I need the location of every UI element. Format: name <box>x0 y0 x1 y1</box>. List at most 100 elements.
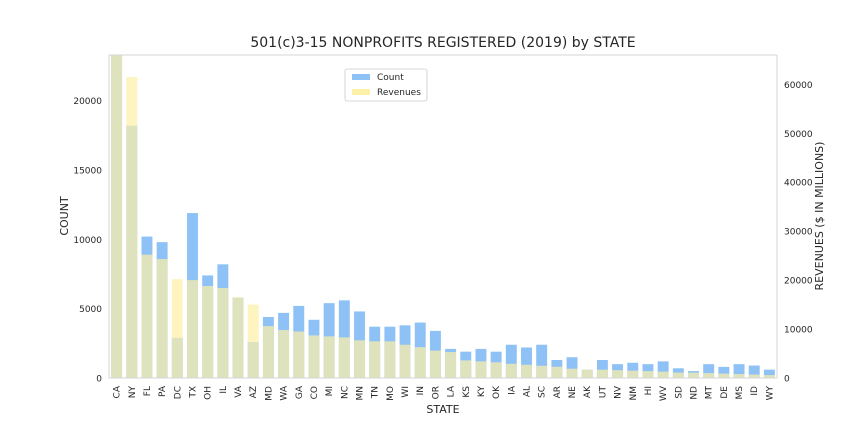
count-bar-de <box>718 366 730 378</box>
revenue-bar-in <box>414 347 426 378</box>
x-tick-label: IA <box>507 385 517 395</box>
y-tick-label-right: 30000 <box>784 228 813 238</box>
revenue-bar-mn <box>354 340 365 378</box>
y-tick-label-left: 5000 <box>79 305 102 315</box>
y-tick-label-right: 50000 <box>784 130 813 140</box>
x-tick-label: CA <box>113 385 123 398</box>
x-tick-label: TX <box>189 386 199 399</box>
x-tick-label: WV <box>659 385 669 401</box>
legend-swatch-revenues <box>352 89 370 95</box>
legend-label-revenues: Revenues <box>377 88 421 98</box>
revenue-bar-oh <box>202 285 214 378</box>
revenue-bar-ut <box>596 369 608 378</box>
x-tick-label: NM <box>629 386 639 401</box>
revenue-bar-md <box>262 326 274 378</box>
x-tick-label: WA <box>280 385 290 400</box>
revenue-bar-sd <box>672 372 684 378</box>
revenue-bar-co <box>308 335 320 378</box>
count-bar-nm <box>627 362 639 378</box>
count-bar-ut <box>596 359 608 378</box>
revenue-bar-nd <box>688 372 699 378</box>
legend-label-count: Count <box>377 73 404 83</box>
count-bar-wy <box>763 369 775 378</box>
x-tick-label: CO <box>310 386 320 399</box>
x-tick-label: MS <box>735 386 745 400</box>
x-tick-label: MN <box>356 386 366 401</box>
count-bar-sc <box>536 344 548 378</box>
x-tick-label: MT <box>705 386 715 400</box>
x-tick-label: IL <box>219 386 229 394</box>
count-bar-ia <box>505 344 517 378</box>
revenue-bar-tx <box>187 280 198 378</box>
x-tick-label: MI <box>325 386 335 396</box>
x-tick-label: ND <box>690 386 700 400</box>
revenue-bar-az <box>247 304 259 378</box>
y-tick-label-right: 0 <box>784 375 790 385</box>
revenue-bar-ks <box>460 360 472 378</box>
revenue-bar-wv <box>657 371 669 378</box>
y-axis-title-left: COUNT <box>58 196 71 236</box>
revenue-bar-hi <box>642 371 654 378</box>
count-bar-mt <box>703 364 715 378</box>
legend-swatch-count <box>352 74 370 80</box>
revenue-bar-al <box>521 364 532 378</box>
x-tick-label: AK <box>583 385 593 398</box>
x-tick-label: AL <box>523 386 533 397</box>
x-tick-label: VA <box>234 385 244 398</box>
x-axis-title: STATE <box>426 403 459 416</box>
revenue-bar-nv <box>612 370 624 378</box>
revenue-bar-dc <box>171 279 183 378</box>
x-tick-label: AR <box>553 386 563 398</box>
count-bar-id <box>748 365 760 378</box>
revenue-bar-wy <box>763 375 775 378</box>
count-bar-al <box>521 347 532 378</box>
revenue-bar-fl <box>141 254 153 378</box>
chart-title: 501(c)3-15 NONPROFITS REGISTERED (2019) … <box>250 35 635 51</box>
x-tick-label: NE <box>568 386 578 399</box>
revenue-bar-ok <box>490 362 502 378</box>
legend: Count Revenues <box>344 68 428 102</box>
bars-layer <box>111 55 775 378</box>
x-tick-label: FL <box>143 386 153 396</box>
x-tick-label: OH <box>204 386 214 400</box>
y-tick-label-left: 20000 <box>73 97 102 107</box>
x-tick-label: OK <box>492 385 502 399</box>
revenue-bar-ms <box>733 374 745 378</box>
count-bar-wv <box>657 361 669 378</box>
y-tick-label-left: 0 <box>96 375 102 385</box>
x-tick-label: SC <box>538 386 548 398</box>
x-tick-label: DE <box>720 386 730 399</box>
revenue-bar-wa <box>278 330 290 378</box>
revenue-bar-nc <box>338 337 350 378</box>
y-tick-label-right: 40000 <box>784 179 813 189</box>
revenue-bar-mo <box>384 341 396 378</box>
x-tick-label: TN <box>371 386 381 399</box>
x-tick-label: WY <box>765 386 775 401</box>
axes-layer: CA NY FL PA DC TX OH IL VA AZ MD WA GA CO MI NC MN TN MO WI… <box>73 54 813 401</box>
x-tick-label: ID <box>750 386 760 396</box>
x-tick-label: NY <box>128 386 138 399</box>
revenue-bar-sc <box>536 365 548 378</box>
revenue-bar-ak <box>581 369 593 378</box>
revenue-bar-tn <box>369 341 381 378</box>
x-tick-label: KY <box>477 386 487 398</box>
x-tick-label: PA <box>158 385 168 397</box>
x-tick-label: SD <box>674 386 684 399</box>
revenue-bar-id <box>748 374 760 378</box>
y-tick-label-left: 15000 <box>73 167 102 177</box>
count-bar-ms <box>733 364 745 378</box>
x-tick-label: UT <box>598 386 608 399</box>
x-tick-label: NV <box>614 385 624 399</box>
y-tick-label-left: 10000 <box>73 236 102 246</box>
revenue-bar-il <box>217 287 229 378</box>
x-tick-label: HI <box>644 386 654 395</box>
x-tick-label: IN <box>416 386 426 395</box>
y-tick-label-right: 20000 <box>784 277 813 287</box>
revenue-bar-wi <box>399 344 411 378</box>
revenue-bar-nm <box>627 370 639 378</box>
revenue-bar-or <box>429 350 441 378</box>
y-tick-label-right: 60000 <box>784 81 813 91</box>
revenue-bar-va <box>232 297 244 378</box>
